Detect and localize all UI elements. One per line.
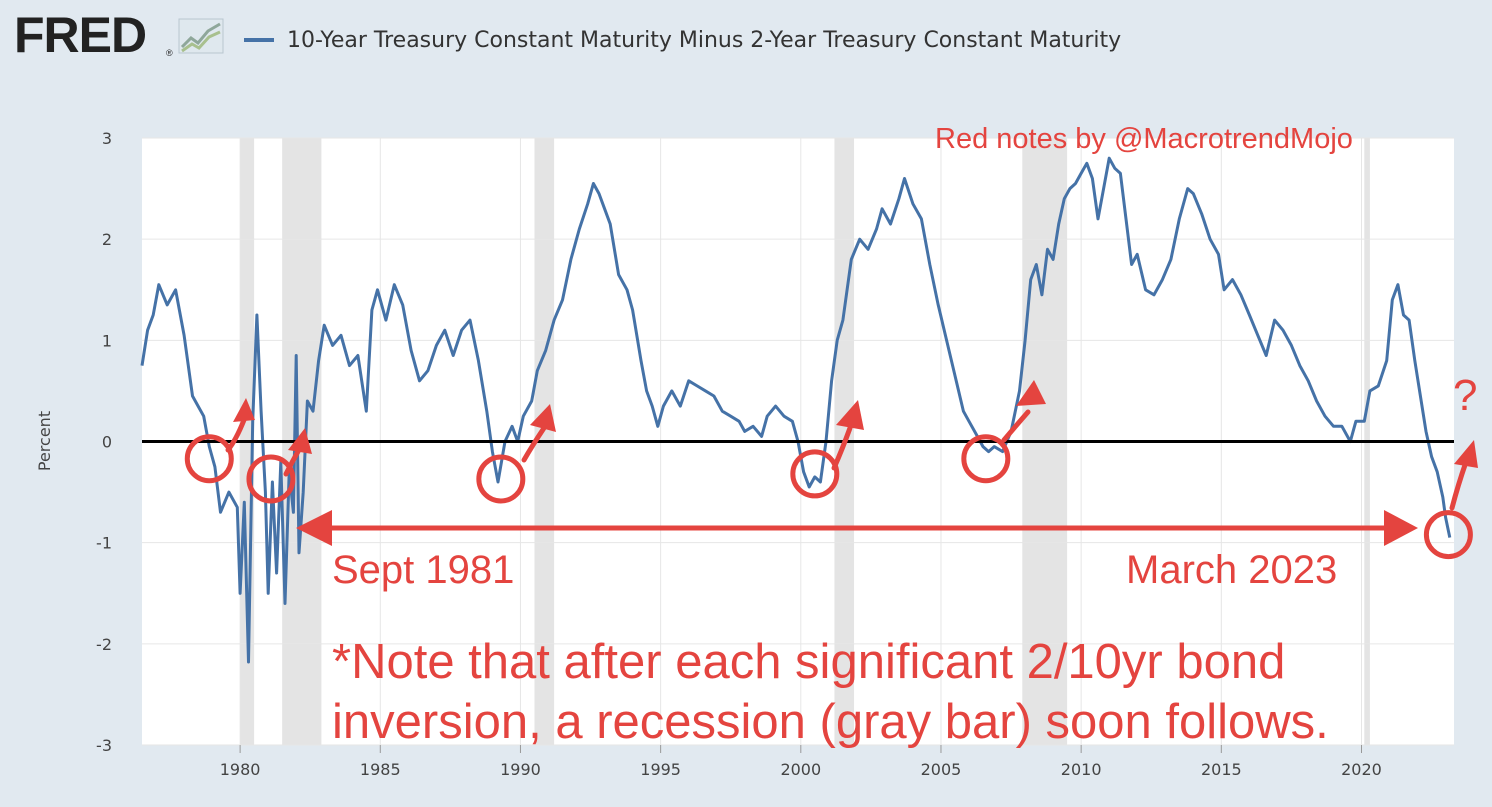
x-tick-label: 2015 (1201, 760, 1242, 779)
y-tick-label: 3 (102, 129, 112, 148)
y-tick-label: -2 (96, 635, 112, 654)
legend-label: 10-Year Treasury Constant Maturity Minus… (287, 28, 1122, 53)
inversion-circle (1423, 510, 1473, 560)
label-march-2023: March 2023 (1126, 548, 1337, 592)
inversion-circles (184, 434, 1473, 560)
arrow-head-4 (836, 400, 864, 430)
span-arrow-left-head (296, 510, 332, 546)
x-tick-label: 1980 (220, 760, 261, 779)
x-tick-label: 1985 (360, 760, 401, 779)
inversion-circle (184, 434, 234, 484)
y-tick-label: 0 (102, 433, 112, 452)
inversion-circle (476, 454, 526, 504)
fred-logo[interactable]: FRED (14, 7, 147, 63)
x-tick-label: 1995 (640, 760, 681, 779)
inversion-circle (961, 434, 1011, 484)
question-mark: ? (1453, 371, 1477, 420)
y-axis-ticks: 3 2 1 0 -1 -2 -3 (96, 129, 112, 755)
note-line-2: inversion, a recession (gray bar) soon f… (332, 695, 1329, 749)
inversion-circle (246, 454, 296, 504)
span-arrow (296, 510, 1418, 546)
y-tick-label: 2 (102, 230, 112, 249)
x-tick-label: 2010 (1061, 760, 1102, 779)
credit-note: Red notes by @MacrotrendMojo (935, 123, 1353, 155)
rebound-arrow-1 (225, 417, 247, 453)
arrow-head-3 (530, 404, 556, 432)
y-axis-label: Percent (35, 411, 54, 471)
x-tick-label: 2020 (1341, 760, 1382, 779)
arrow-head-1 (233, 398, 255, 422)
rebound-arrow-5 (1001, 409, 1031, 443)
x-axis-ticks: 1980 1985 1990 1995 2000 2005 2010 2015 2020 (220, 745, 1382, 779)
x-tick-label: 1990 (500, 760, 541, 779)
arrow-head-2 (288, 428, 312, 454)
x-tick-label: 2000 (780, 760, 821, 779)
series-layer (140, 156, 1452, 664)
x-tick-label: 2005 (921, 760, 962, 779)
span-arrow-right-head (1384, 510, 1418, 546)
rebound-arrow-6 (1449, 459, 1469, 511)
label-sept-1981: Sept 1981 (332, 548, 514, 592)
legend-swatch (244, 38, 274, 42)
y-tick-label: 1 (102, 331, 112, 350)
series-line (140, 156, 1452, 664)
y-tick-label: -3 (96, 736, 112, 755)
rebound-arrow-4 (831, 425, 853, 471)
rebound-arrows (225, 380, 1478, 511)
annotations (184, 380, 1478, 560)
inversion-circle (790, 449, 840, 499)
note-line-1: *Note that after each significant 2/10yr… (332, 635, 1285, 689)
fred-registered-mark: ® (166, 48, 173, 58)
arrow-head-5 (1016, 380, 1046, 406)
line-chart-icon (178, 18, 224, 54)
rebound-arrow-3 (521, 425, 547, 463)
arrow-head-6 (1454, 440, 1478, 468)
y-tick-label: -1 (96, 534, 112, 553)
